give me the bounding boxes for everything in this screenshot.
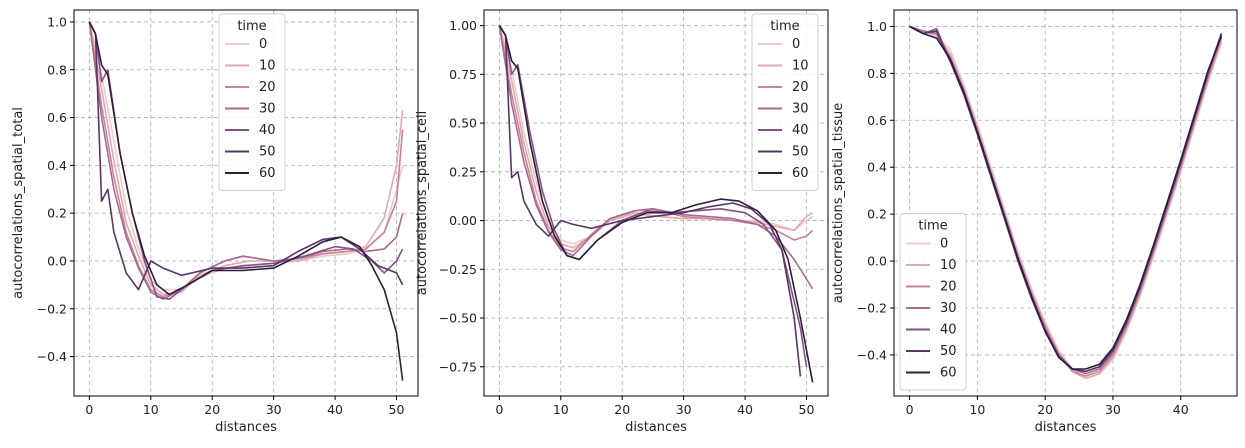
legend-label-10: 10: [259, 59, 276, 74]
legend-label-60: 60: [792, 166, 809, 181]
chart-panel-1: 0 10 20 30 40 50 −0.4 −0.2 0.0 0.2 0.4 0.6 0.8 1.0 dis…: [11, 9, 419, 435]
y-tick-label: −0.25: [439, 262, 477, 277]
x-tick-label: 0: [495, 402, 503, 417]
legend: time 0 10 20 30 40 50 60: [218, 13, 286, 191]
series-line-10: [498, 25, 814, 249]
x-axis-label: distances: [625, 420, 687, 435]
x-tick-label: 20: [1037, 402, 1053, 417]
y-tick-label: 1.0: [867, 19, 887, 34]
y-axis-label: autocorrelations_spatial_cell: [415, 111, 430, 295]
x-tick-label: 10: [553, 402, 569, 417]
x-tick-label: 50: [799, 402, 815, 417]
y-tick-label: 0.00: [449, 213, 477, 228]
y-tick-label: 0.8: [47, 62, 67, 77]
y-tick-label: 0.2: [867, 207, 887, 222]
series-line-60: [88, 21, 404, 381]
x-tick-label: 30: [1105, 402, 1121, 417]
y-tick-label: −0.75: [439, 359, 477, 374]
legend-label-0: 0: [259, 37, 267, 52]
legend-label-0: 0: [940, 237, 948, 252]
legend-title: time: [918, 219, 947, 234]
axes-frame: [483, 9, 829, 397]
x-tick-label: 40: [327, 402, 343, 417]
series-line-10: [88, 21, 404, 296]
series-line-0: [498, 25, 814, 245]
y-tick-label: 0.6: [47, 110, 67, 125]
legend-label-40: 40: [940, 323, 957, 338]
y-tick-label: 1.00: [449, 18, 477, 33]
legend-box: [218, 13, 286, 191]
legend-label-60: 60: [259, 166, 276, 181]
x-tick-label: 50: [389, 402, 405, 417]
y-tick-label: −0.2: [857, 301, 887, 316]
legend-label-10: 10: [792, 59, 809, 74]
series-line-50: [88, 21, 404, 291]
legend: time 0 10 20 30 40 50 60: [751, 13, 819, 191]
x-tick-label: 10: [969, 402, 985, 417]
x-tick-label: 40: [1173, 402, 1189, 417]
legend-label-20: 20: [259, 80, 276, 95]
legend-label-40: 40: [259, 123, 276, 138]
y-axis-label: autocorrelations_spatial_tissue: [831, 103, 846, 304]
legend-label-50: 50: [792, 145, 809, 160]
chart-panel-2: 0 10 20 30 40 50 −0.75 −0.50 −0.25 0.00 0.25 0.50 0.…: [415, 9, 829, 435]
series-line-30: [88, 21, 404, 300]
y-tick-label: 0.50: [449, 116, 477, 131]
legend-title: time: [770, 19, 799, 34]
chart-panel-3: 0 10 20 30 40 −0.4 −0.2 0.0 0.2 0.4 0.6 0.8 1.0 dista…: [831, 9, 1238, 435]
axes-frame: [893, 9, 1238, 397]
y-axis-label: autocorrelations_spatial_total: [11, 107, 26, 299]
y-tick-label: 1.0: [47, 14, 67, 29]
series-line-60: [909, 25, 1223, 370]
legend-label-30: 30: [940, 301, 957, 316]
x-tick-label: 10: [143, 402, 159, 417]
legend-label-10: 10: [940, 258, 957, 273]
legend-label-40: 40: [792, 123, 809, 138]
legend-title: time: [237, 19, 266, 34]
legend-box: [899, 213, 967, 391]
series-line-50: [498, 25, 802, 377]
y-tick-label: 0.25: [449, 164, 477, 179]
x-tick-label: 30: [676, 402, 692, 417]
legend-label-50: 50: [940, 344, 957, 359]
legend-box: [751, 13, 819, 191]
legend-label-20: 20: [792, 80, 809, 95]
y-tick-label: 0.6: [867, 113, 887, 128]
y-tick-label: 0.8: [867, 66, 887, 81]
x-axis-label: distances: [1035, 420, 1097, 435]
axes-frame: [73, 9, 419, 397]
legend-label-0: 0: [792, 37, 800, 52]
y-tick-label: 0.0: [47, 253, 67, 268]
legend-label-50: 50: [259, 145, 276, 160]
y-tick-label: −0.4: [857, 347, 887, 362]
x-tick-label: 0: [906, 402, 914, 417]
x-tick-label: 40: [737, 402, 753, 417]
y-tick-label: 0.75: [449, 67, 477, 82]
x-tick-label: 0: [85, 402, 93, 417]
x-axis-label: distances: [215, 420, 277, 435]
y-tick-label: −0.2: [37, 301, 67, 316]
y-tick-label: −0.4: [37, 349, 67, 364]
legend-label-30: 30: [259, 102, 276, 117]
y-tick-label: −0.50: [439, 311, 477, 326]
y-tick-label: 0.4: [47, 158, 67, 173]
y-tick-label: 0.0: [867, 254, 887, 269]
legend-label-20: 20: [940, 280, 957, 295]
x-tick-label: 30: [266, 402, 282, 417]
legend-label-30: 30: [792, 102, 809, 117]
series-line-60: [498, 25, 814, 383]
x-tick-label: 20: [614, 402, 630, 417]
legend: time 0 10 20 30 40 50 60: [899, 213, 967, 391]
y-tick-label: 0.2: [47, 206, 67, 221]
legend-label-60: 60: [940, 366, 957, 381]
x-tick-label: 20: [204, 402, 220, 417]
y-tick-label: 0.4: [867, 160, 887, 175]
